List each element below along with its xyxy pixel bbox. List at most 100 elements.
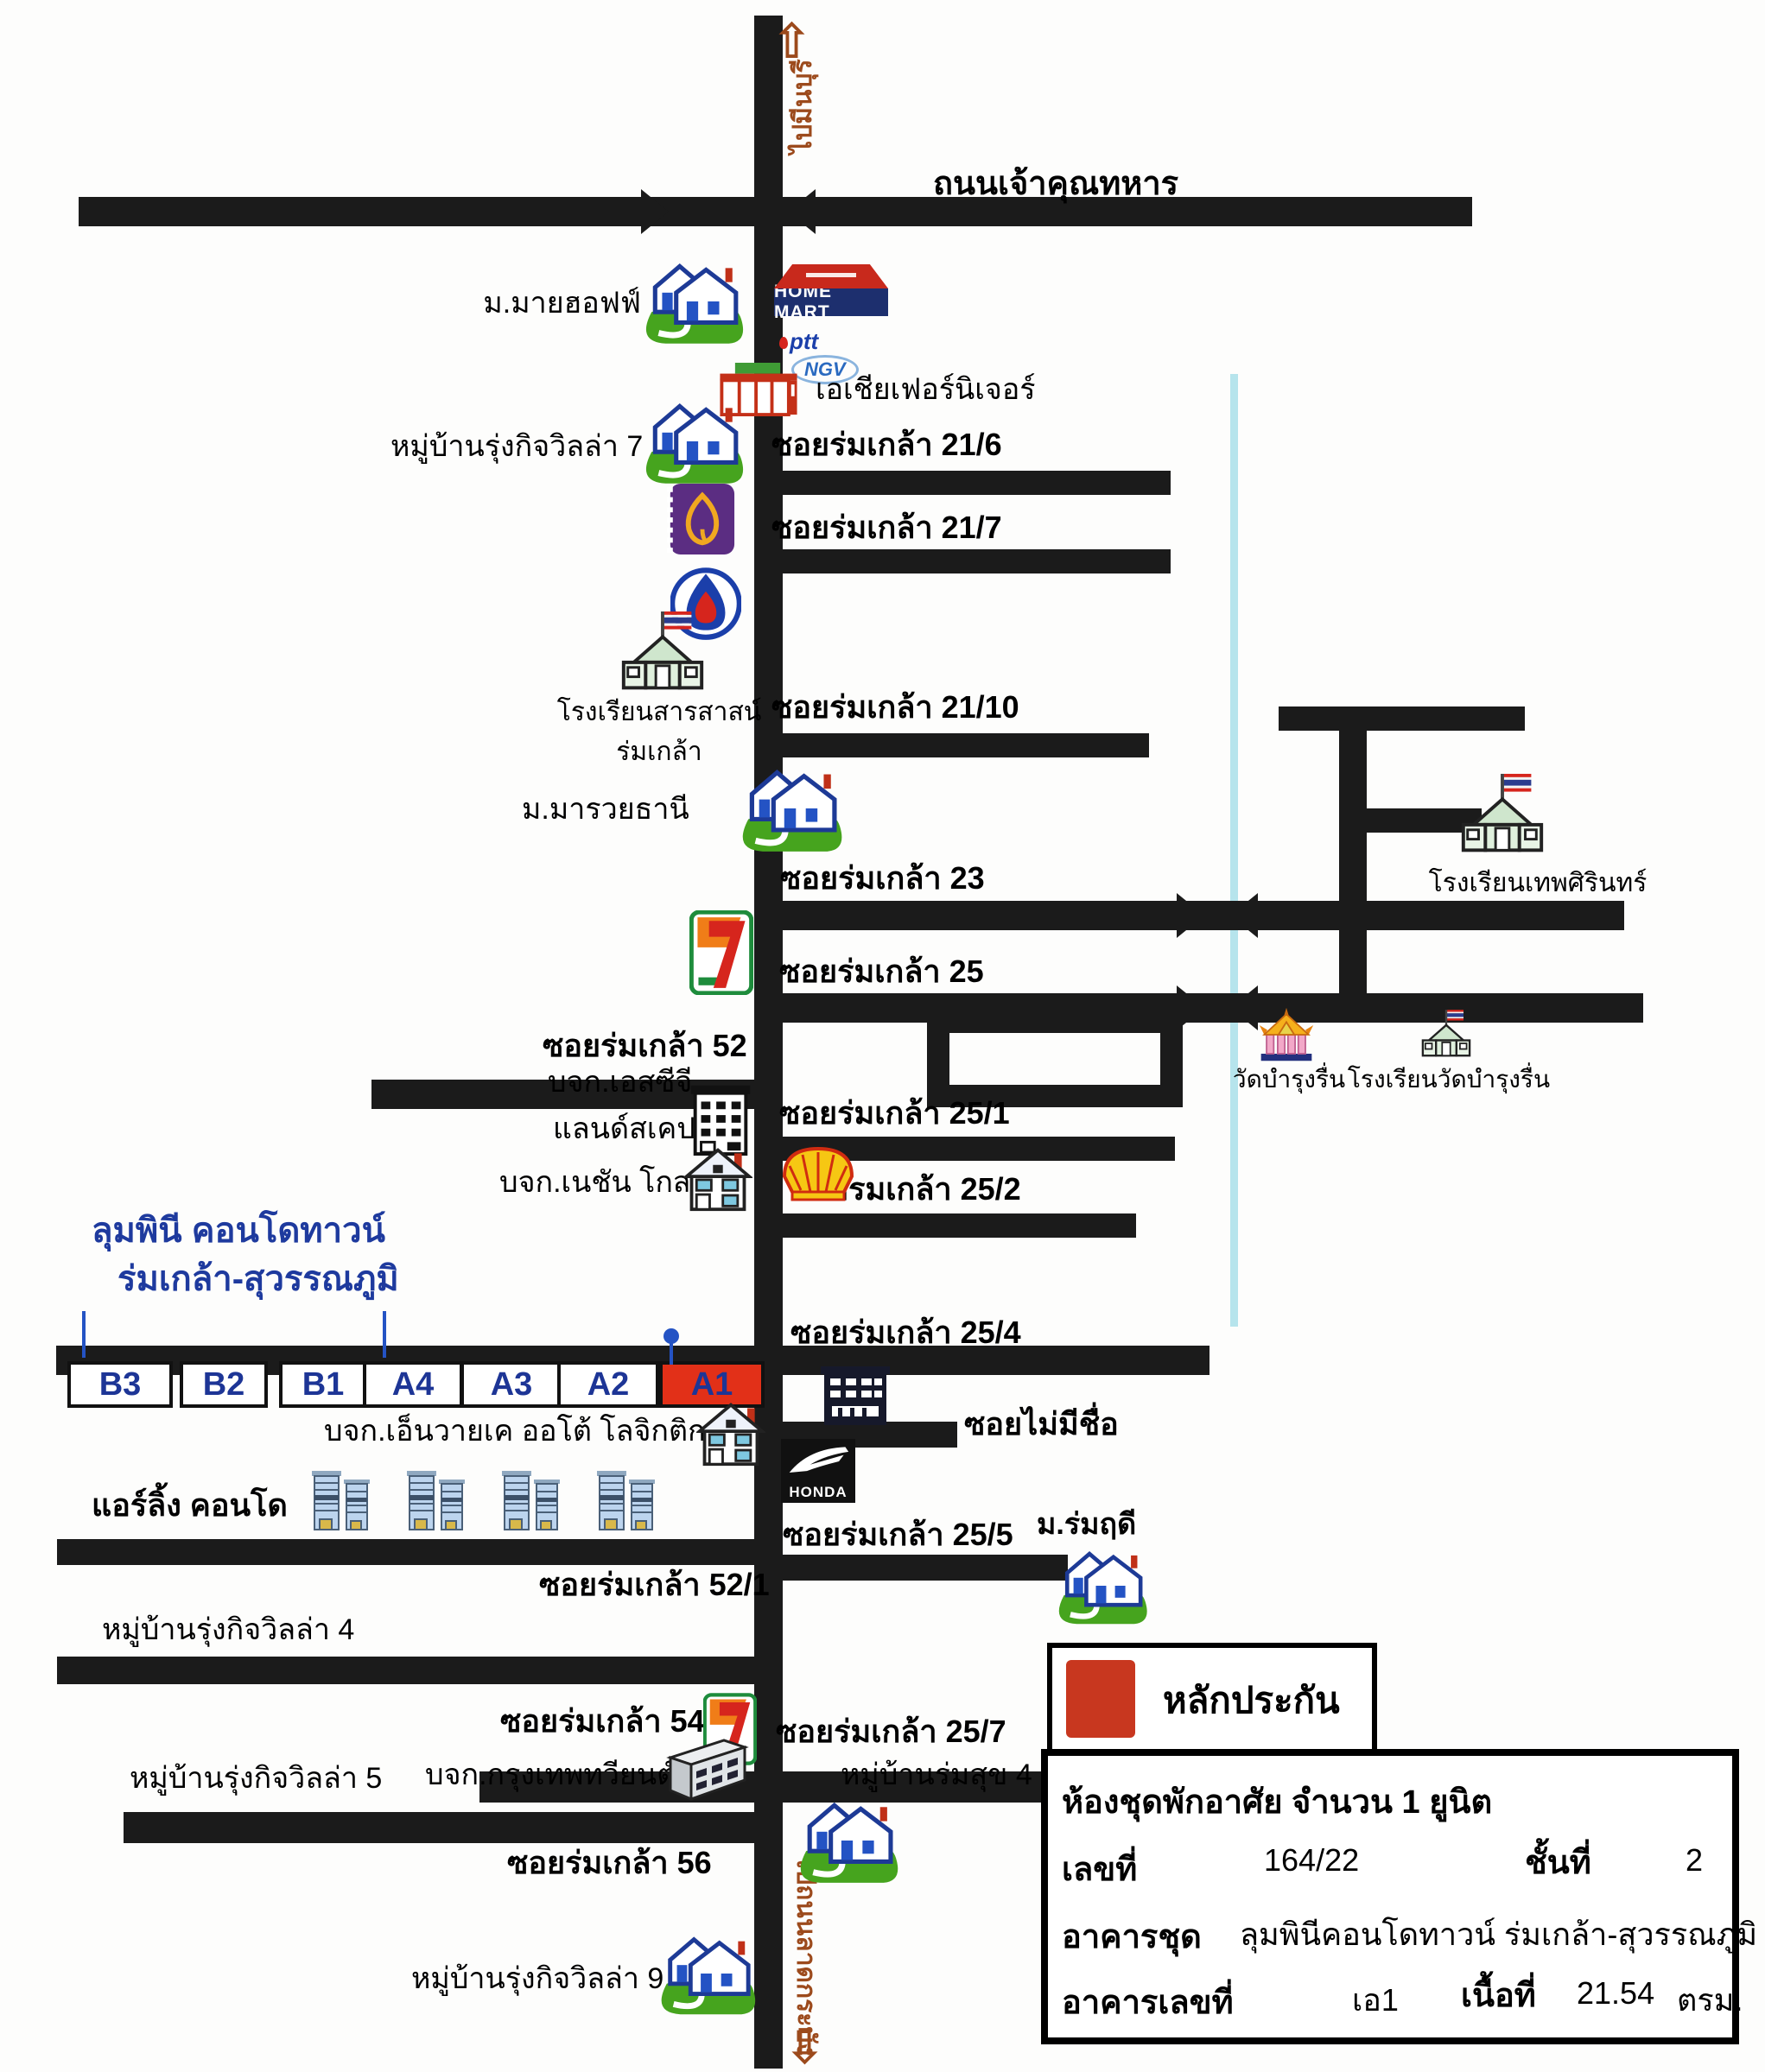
info-area-unit: ตรม. [1677, 1982, 1743, 2018]
road-soi-25-2 [769, 1213, 1136, 1238]
road-soi-52-1 [57, 1539, 769, 1565]
label-scg-line2: แลนด์สเคป [553, 1112, 695, 1145]
info-no-label: เลขที่ [1062, 1852, 1138, 1888]
village-icon [639, 256, 745, 347]
label-nyk: บจก.เอ็นวายเค ออโต้ โลจิกติก [324, 1415, 706, 1448]
road-chaokhun-thahan [79, 197, 1472, 226]
info-floor-label: ชั้นที่ [1525, 1845, 1591, 1881]
road-romklao-main [754, 16, 783, 2069]
north-arrow-icon: ⇧ [771, 14, 812, 68]
road-soi-21-7 [769, 549, 1171, 573]
label-rungkit-villa9: หมู่บ้านรุ่งกิจวิลล่า 9 [411, 1962, 664, 1995]
honda-label: HONDA [789, 1484, 848, 1501]
label-sarasas-line2: ร่มเกล้า [616, 738, 702, 766]
building-A4: A4 [363, 1361, 463, 1408]
road-label-25-5: ซอยร่มเกล้า 25/5 [783, 1517, 1013, 1552]
label-my-hope: ม.มายฮอฟฟ์ [483, 287, 641, 320]
towers-icon [593, 1469, 662, 1531]
road-break-mark [641, 189, 669, 234]
label-thepsirin: โรงเรียนเทพศิรินทร์ [1428, 869, 1648, 897]
road-soi-21-10 [769, 733, 1149, 757]
label-rungkit-villa7: หมู่บ้านรุ่งกิจวิลล่า 7 [390, 430, 644, 463]
school-icon [1410, 1009, 1482, 1066]
village-icon [1045, 1544, 1156, 1627]
road-label-25-4: ซอยร่มเกล้า 25/4 [790, 1315, 1021, 1350]
info-type: ห้องชุดพักอาศัย จำนวน 1 ยูนิต [1062, 1784, 1493, 1821]
towers-icon [403, 1469, 472, 1531]
direction-north-label: ไปมีนบุรี [789, 59, 817, 154]
road-label-25-7: ซอยร่มเกล้า 25/7 [776, 1714, 1006, 1749]
towers-icon [308, 1469, 377, 1531]
info-floor-value: 2 [1686, 1842, 1704, 1878]
label-lumpini-line1: ลุมพินี คอนโดทาวน์ [92, 1212, 385, 1250]
info-condo-label: อาคารชุด [1062, 1919, 1202, 1955]
seven-eleven-icon [689, 910, 753, 995]
village-icon [791, 1795, 902, 1886]
road-label-21-7: ซอยร่มเกล้า 21/7 [771, 510, 1002, 545]
ptt-ngv-logo: ptt NGV [779, 328, 859, 384]
road-branch-middle [1339, 808, 1482, 833]
road-label-25-1: ซอยร่มเกล้า 25/1 [779, 1095, 1010, 1131]
village-icon [724, 762, 855, 855]
building-B2: B2 [180, 1361, 268, 1408]
shell-station-icon [780, 1144, 856, 1202]
road-soi-54-25-7 [479, 1771, 1041, 1803]
label-scg-line1: บจก.เอสซีจี [548, 1066, 693, 1099]
temple-icon [1258, 1005, 1315, 1064]
label-wat-school: โรงเรียนวัดบำรุงรื่น [1347, 1066, 1551, 1093]
info-area-value: 21.54 [1577, 1975, 1655, 2011]
label-rungkit-villa5: หมู่บ้านรุ่งกิจวิลล่า 5 [130, 1762, 383, 1795]
info-area-label: เนื้อที่ [1461, 1978, 1536, 2014]
factory-icon [663, 1736, 750, 1803]
road-break-mark [1177, 893, 1204, 938]
ptt-flame-icon [779, 337, 788, 349]
road-loop-block [927, 1011, 1183, 1107]
road-label-25: ซอยร่มเกล้า 25 [779, 954, 984, 989]
label-wat-bamrungruen: วัดบำรุงรื่น [1232, 1066, 1346, 1093]
label-sarasas-line1: โรงเรียนสารสาสน์ [556, 698, 762, 726]
road-soi-56 [124, 1812, 769, 1843]
ngv-wordmark: NGV [791, 355, 859, 384]
house-icon [696, 1397, 765, 1468]
building-A2: A2 [557, 1361, 659, 1408]
home-mart-logo: HOME MART [774, 264, 888, 322]
label-krungthep-taweeyon: บจก.กรุงเทพทวียนต์ [425, 1758, 676, 1791]
collateral-info-table: ห้องชุดพักอาศัย จำนวน 1 ยูนิต เลขที่ 164… [1041, 1749, 1757, 2044]
road-label-no-name: ซอยไม่มีชื่อ [964, 1406, 1119, 1442]
road-label-21-10: ซอยร่มเกล้า 21/10 [771, 689, 1019, 725]
towers-icon [498, 1469, 567, 1531]
road-soi-21-6 [769, 471, 1171, 495]
ptt-wordmark: ptt [790, 328, 819, 354]
label-romsuk4: หมู่บ้านร่มสุข 4 [841, 1758, 1032, 1791]
building-A1-highlighted: A1 [659, 1361, 765, 1408]
road-villa4 [57, 1657, 769, 1684]
road-label-chaokhun: ถนนเจ้าคุณทหาร [933, 166, 1179, 202]
building-B3: B3 [67, 1361, 173, 1408]
village-icon [639, 396, 745, 487]
road-label-52: ซอยร่มเกล้า 52 [543, 1028, 747, 1063]
marker-tick [82, 1311, 86, 1358]
label-asia-furniture: เอเชียเฟอร์นิเจอร์ [816, 373, 1036, 406]
legend-collateral-swatch [1066, 1660, 1135, 1738]
road-label-21-6: ซอยร่มเกล้า 21/6 [771, 427, 1002, 462]
road-label-23: ซอยร่มเกล้า 23 [780, 860, 985, 896]
road-label-54: ซอยร่มเกล้า 54 [500, 1703, 705, 1739]
road-label-52-1: ซอยร่มเกล้า 52/1 [539, 1567, 770, 1602]
road-break-mark [1230, 985, 1258, 1030]
canal-line [1230, 374, 1238, 1327]
label-airling: แอร์ลิ้ง คอนโด [92, 1487, 288, 1523]
road-soi-25 [769, 993, 1643, 1023]
home-mart-label: HOME MART [774, 282, 888, 322]
info-bldg-value: เอ1 [1352, 1982, 1399, 2018]
honda-wing-icon [789, 1447, 849, 1473]
legend-box: หลักประกัน [1047, 1643, 1377, 1758]
marker-pin-stem [670, 1342, 673, 1365]
road-break-mark [1230, 893, 1258, 938]
road-break-mark [788, 189, 816, 234]
label-nation-gos: บจก.เนชัน โกส [499, 1166, 691, 1199]
school-icon [617, 610, 708, 705]
building-A3: A3 [460, 1361, 562, 1408]
label-romrudee: ม.ร่มฤดี [1037, 1508, 1137, 1541]
south-arrow-icon: ⇩ [784, 2019, 825, 2072]
